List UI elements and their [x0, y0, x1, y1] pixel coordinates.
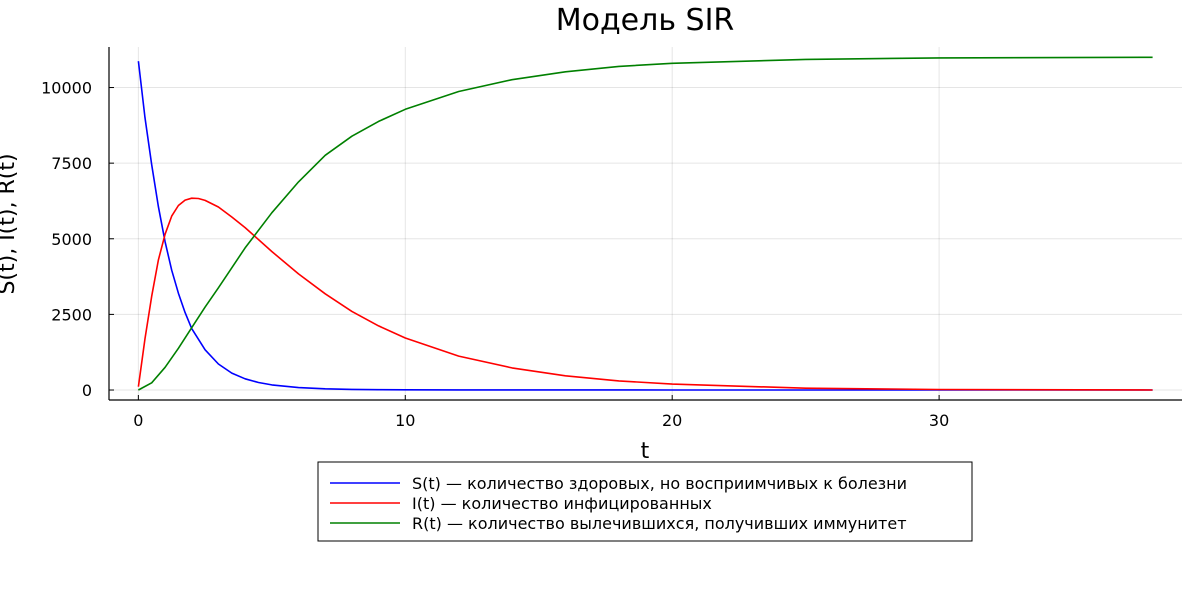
- grid: [109, 47, 1182, 400]
- legend-label-1: I(t) — количество инфицированных: [412, 494, 712, 513]
- legend: S(t) — количество здоровых, но восприимч…: [317, 461, 973, 542]
- x-axis-label: t: [641, 439, 650, 464]
- plot-lines: [137, 56, 1153, 391]
- x-tick-label-3: 30: [929, 411, 949, 430]
- legend-label-0: S(t) — количество здоровых, но восприимч…: [412, 474, 907, 493]
- chart-title: Модель SIR: [556, 3, 735, 38]
- x-tick-label-2: 20: [662, 411, 682, 430]
- y-tick-label-0: 0: [82, 381, 92, 400]
- y-tick-label-3: 7500: [51, 154, 92, 173]
- x-tick-label-0: 0: [133, 411, 143, 430]
- series-line-0: [137, 61, 1153, 391]
- y-axis-label: S(t), I(t), R(t): [0, 153, 20, 294]
- x-tick-label-1: 10: [395, 411, 415, 430]
- y-tick-label-2: 5000: [51, 230, 92, 249]
- legend-box: [317, 461, 973, 542]
- y-tick-label-4: 10000: [41, 79, 92, 98]
- tick-labels: 0 10 20 30 0 2500 5000 7500 10000: [41, 79, 949, 430]
- axes: [108, 47, 1182, 401]
- series-line-1: [137, 197, 1153, 391]
- y-tick-label-1: 2500: [51, 305, 92, 324]
- legend-label-2: R(t) — количество вылечившихся, получивш…: [412, 514, 907, 533]
- series-line-2: [138, 56, 1153, 391]
